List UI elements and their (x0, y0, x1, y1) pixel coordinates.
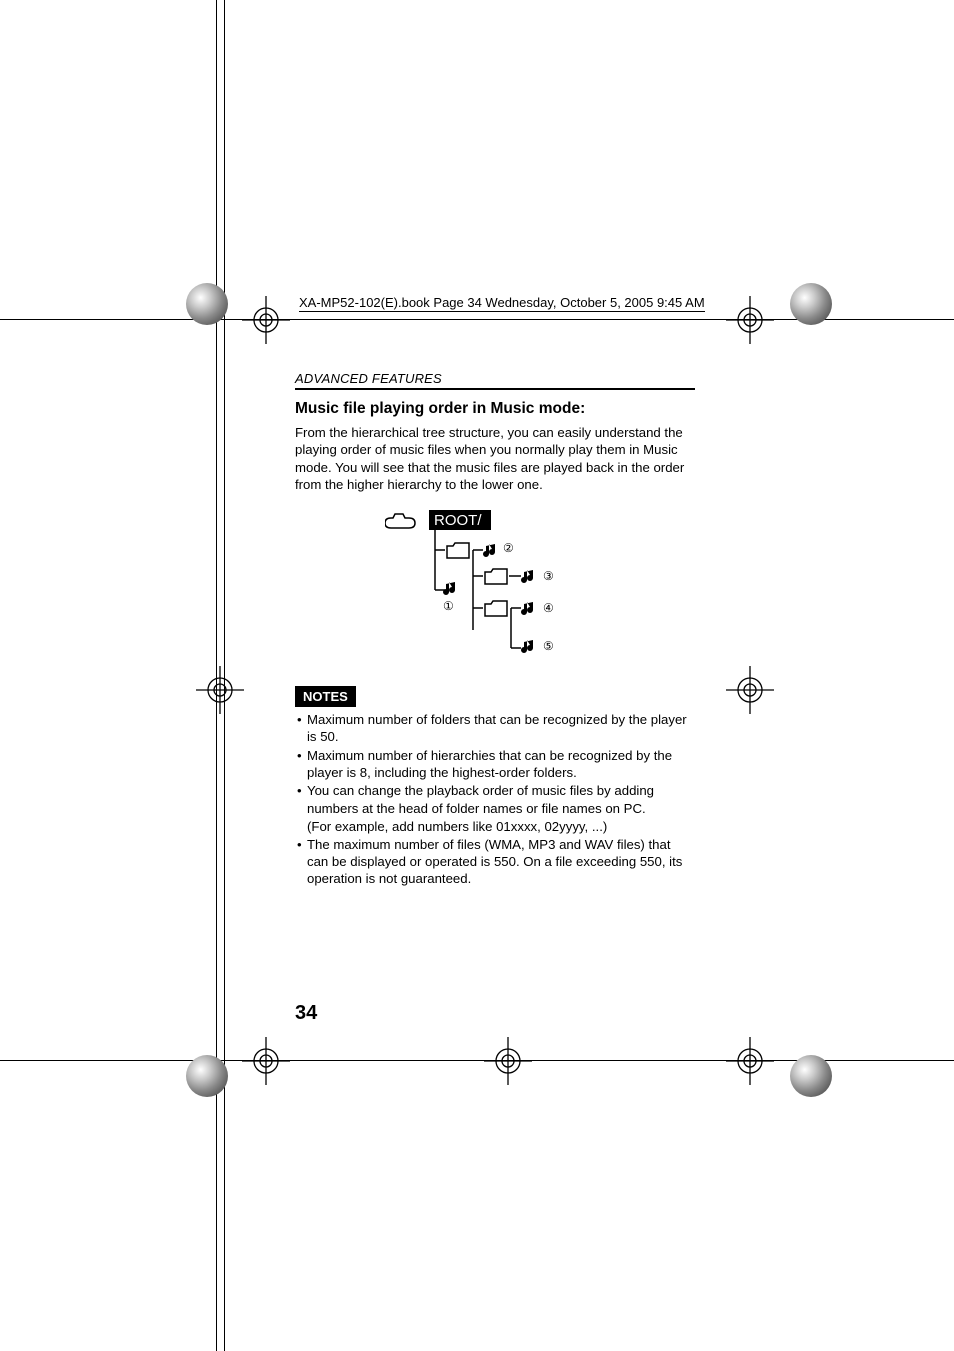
note-item: The maximum number of files (WMA, MP3 an… (295, 836, 695, 888)
section-rule (295, 388, 695, 390)
registration-mark-icon (196, 666, 244, 714)
print-sphere (790, 283, 832, 325)
music-note-icon (483, 544, 495, 557)
marker-1: ① (443, 599, 454, 613)
content-area: ADVANCED FEATURES Music file playing ord… (295, 371, 695, 889)
print-sphere (186, 283, 228, 325)
page-number: 34 (295, 1002, 317, 1025)
note-item: Maximum number of folders that can be re… (295, 711, 695, 746)
marker-3: ③ (543, 569, 554, 583)
marker-2: ② (503, 541, 514, 555)
print-sphere (790, 1055, 832, 1097)
heading: Music file playing order in Music mode: (295, 400, 695, 418)
folder-icon (447, 543, 469, 558)
music-note-icon (521, 570, 533, 583)
notes-list-2: The maximum number of files (WMA, MP3 an… (295, 836, 695, 888)
music-note-icon (443, 582, 455, 595)
folder-tree-diagram: ROOT/ ② ① (385, 508, 605, 668)
page-header-text: XA-MP52-102(E).book Page 34 Wednesday, O… (299, 295, 705, 312)
registration-mark-icon (484, 1037, 532, 1085)
root-folder-icon (385, 514, 415, 528)
registration-mark-icon (242, 1037, 290, 1085)
notes-list: Maximum number of folders that can be re… (295, 711, 695, 818)
registration-mark-icon (726, 1037, 774, 1085)
music-note-icon (521, 640, 533, 653)
registration-mark-icon (726, 666, 774, 714)
paragraph: From the hierarchical tree structure, yo… (295, 424, 695, 494)
folder-icon (485, 569, 507, 584)
notes-badge: NOTES (295, 686, 356, 707)
folder-icon (485, 601, 507, 616)
marker-4: ④ (543, 601, 554, 615)
registration-mark-icon (726, 296, 774, 344)
note-item: You can change the playback order of mus… (295, 782, 695, 817)
print-sphere (186, 1055, 228, 1097)
note-item: Maximum number of hierarchies that can b… (295, 747, 695, 782)
registration-mark-icon (242, 296, 290, 344)
marker-5: ⑤ (543, 639, 554, 653)
music-note-icon (521, 602, 533, 615)
note-example: (For example, add numbers like 01xxxx, 0… (295, 818, 695, 835)
section-label: ADVANCED FEATURES (295, 371, 695, 386)
root-label: ROOT/ (434, 512, 482, 529)
